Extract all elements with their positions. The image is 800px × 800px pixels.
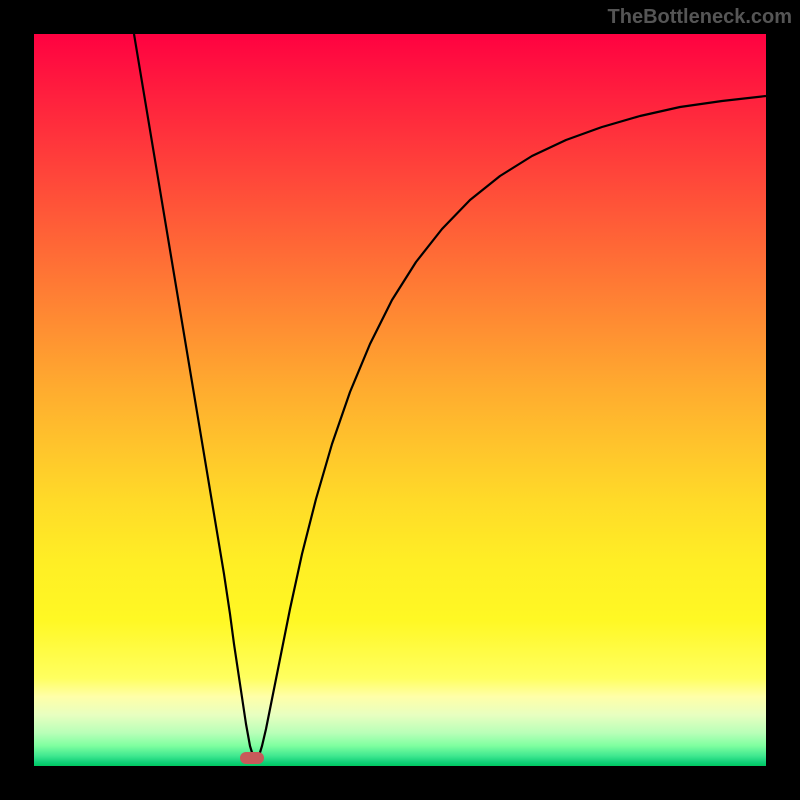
watermark-text: TheBottleneck.com (608, 6, 792, 29)
chart-container: { "chart": { "type": "line", "canvas": {… (0, 0, 800, 800)
plot-frame-border (0, 0, 800, 800)
